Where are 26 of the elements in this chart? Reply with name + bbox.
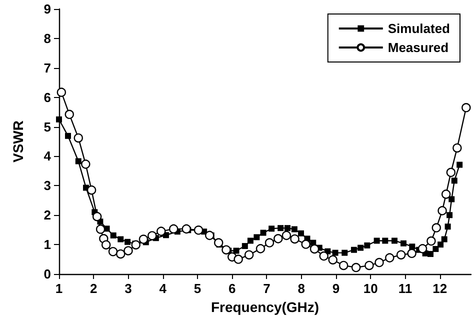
y-tick-label: 8 — [44, 30, 51, 46]
x-tick-label: 4 — [159, 281, 168, 296]
x-tick-label: 3 — [124, 281, 132, 296]
y-tick-label: 3 — [44, 178, 51, 194]
x-tick-label: 12 — [432, 281, 448, 296]
x-tick-label: 1 — [55, 281, 63, 296]
x-tick-label: 9 — [332, 281, 340, 296]
x-tick-label: 7 — [263, 281, 270, 296]
y-tick-label: 4 — [44, 148, 52, 164]
x-tick-label: 5 — [194, 281, 202, 296]
legend-label: Measured — [388, 40, 449, 55]
x-tick-label: 11 — [398, 281, 412, 296]
y-tick-label: 1 — [44, 237, 51, 252]
y-tick-label: 7 — [44, 60, 51, 76]
x-tick-label: 10 — [363, 281, 378, 296]
y-tick-label: 2 — [44, 208, 51, 223]
x-tick-label: 8 — [298, 281, 305, 296]
y-tick-label: 9 — [44, 2, 51, 16]
y-tick-label: 6 — [44, 90, 51, 105]
x-tick-label: 6 — [228, 281, 236, 296]
y-tick-label: 0 — [44, 266, 51, 282]
y-axis-title: VSWR — [10, 120, 26, 162]
x-tick-label: 2 — [90, 281, 98, 296]
x-axis-title: Frequency(GHz) — [210, 299, 320, 315]
legend-label: Simulated — [388, 21, 450, 36]
y-tick-label: 5 — [44, 119, 51, 134]
